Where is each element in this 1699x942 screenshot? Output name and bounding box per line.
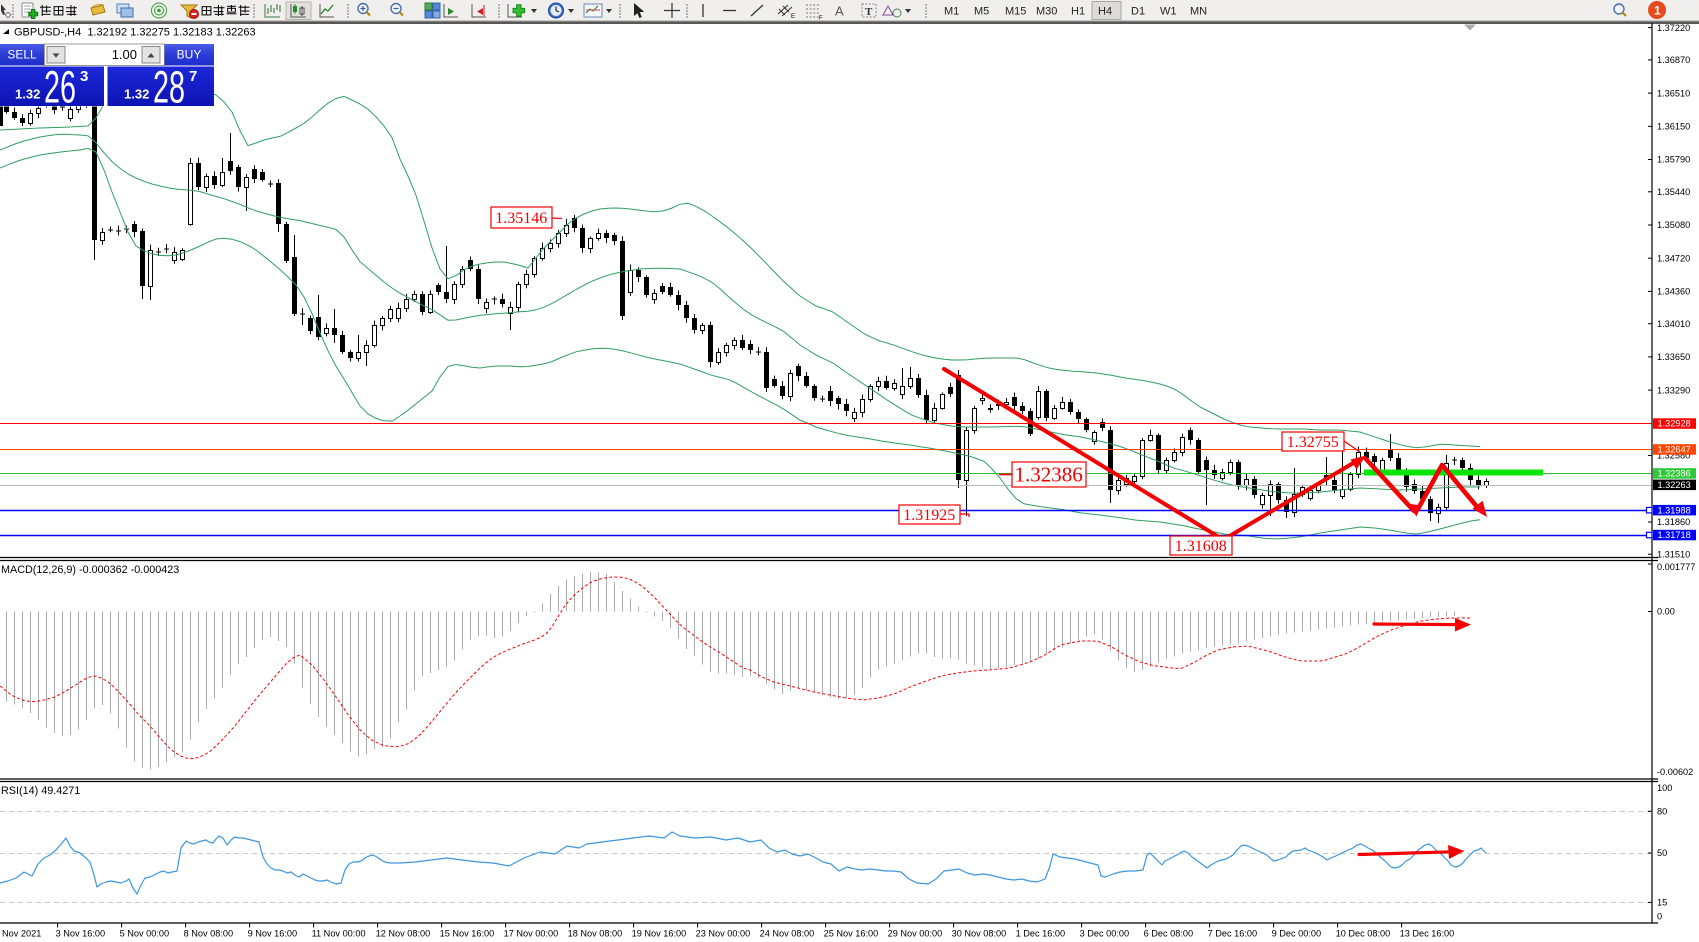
svg-text:F: F (819, 16, 823, 22)
svg-text:17 Nov 00:00: 17 Nov 00:00 (504, 929, 559, 939)
svg-text:7 Dec 16:00: 7 Dec 16:00 (1208, 929, 1258, 939)
svg-text:M1: M1 (944, 6, 959, 18)
svg-text:1.32386: 1.32386 (1015, 462, 1083, 486)
svg-text:3: 3 (80, 68, 88, 85)
svg-text:1.31510: 1.31510 (1657, 549, 1690, 559)
svg-text:0: 0 (1657, 912, 1662, 922)
svg-text:Nov 2021: Nov 2021 (2, 929, 41, 939)
svg-text:9 Dec 00:00: 9 Dec 00:00 (1272, 929, 1322, 939)
svg-text:M5: M5 (974, 6, 989, 18)
svg-text:1.32647: 1.32647 (1658, 445, 1691, 455)
svg-text:12 Nov 08:00: 12 Nov 08:00 (376, 929, 431, 939)
svg-text:1.34010: 1.34010 (1657, 319, 1690, 329)
svg-text:SELL: SELL (7, 48, 37, 62)
svg-text:1.32263: 1.32263 (1658, 480, 1691, 490)
svg-text:19 Nov 16:00: 19 Nov 16:00 (632, 929, 687, 939)
svg-text:1.36510: 1.36510 (1657, 88, 1690, 98)
svg-text:1.32386: 1.32386 (1658, 469, 1691, 479)
svg-text:BUY: BUY (177, 48, 202, 62)
svg-text:1 Dec 16:00: 1 Dec 16:00 (1016, 929, 1066, 939)
svg-text:W1: W1 (1160, 6, 1177, 18)
svg-text:1.35146: 1.35146 (495, 210, 547, 227)
svg-text:1.31718: 1.31718 (1658, 530, 1691, 540)
svg-text:13 Dec 16:00: 13 Dec 16:00 (1400, 929, 1455, 939)
svg-text:1.31860: 1.31860 (1657, 517, 1690, 527)
svg-text:1.32755: 1.32755 (1287, 434, 1339, 451)
svg-text:1.33650: 1.33650 (1657, 352, 1690, 362)
svg-text:MACD(12,26,9) -0.000362 -0.000: MACD(12,26,9) -0.000362 -0.000423 (1, 564, 179, 576)
svg-text:1.32: 1.32 (124, 87, 149, 102)
svg-text:1.31988: 1.31988 (1658, 505, 1691, 515)
svg-text:15: 15 (1657, 898, 1667, 908)
svg-text:1.32580: 1.32580 (1657, 451, 1690, 461)
svg-text:1.36150: 1.36150 (1657, 122, 1690, 132)
svg-text:1.35440: 1.35440 (1657, 187, 1690, 197)
svg-text:E: E (791, 14, 795, 20)
svg-text:1.33290: 1.33290 (1657, 385, 1690, 395)
svg-text:100: 100 (1657, 783, 1672, 793)
svg-text:0.001777: 0.001777 (1657, 562, 1695, 572)
svg-text:1.32: 1.32 (15, 87, 40, 102)
svg-text:1.36870: 1.36870 (1657, 55, 1690, 65)
svg-text:-0.00602: -0.00602 (1657, 767, 1693, 777)
svg-text:3 Dec 00:00: 3 Dec 00:00 (1080, 929, 1130, 939)
svg-text:11 Nov 00:00: 11 Nov 00:00 (312, 929, 366, 939)
svg-text:D1: D1 (1131, 6, 1145, 18)
svg-text:M30: M30 (1036, 6, 1057, 18)
svg-text:1.34360: 1.34360 (1657, 287, 1690, 297)
svg-text:8 Nov 08:00: 8 Nov 08:00 (184, 929, 234, 939)
svg-text:1.34720: 1.34720 (1657, 253, 1690, 263)
svg-text:7: 7 (189, 68, 197, 85)
svg-text:15 Nov 16:00: 15 Nov 16:00 (440, 929, 495, 939)
svg-text:24 Nov 08:00: 24 Nov 08:00 (760, 929, 815, 939)
svg-text:RSI(14) 49.4271: RSI(14) 49.4271 (1, 785, 80, 797)
svg-text:1.37220: 1.37220 (1657, 23, 1690, 33)
svg-text:28: 28 (153, 62, 185, 113)
svg-text:1: 1 (1654, 4, 1661, 18)
svg-text:M15: M15 (1005, 6, 1026, 18)
svg-text:5 Nov 00:00: 5 Nov 00:00 (120, 929, 170, 939)
svg-text:MN: MN (1190, 6, 1207, 18)
svg-text:50: 50 (1657, 848, 1667, 858)
svg-text:10 Dec 08:00: 10 Dec 08:00 (1336, 929, 1391, 939)
svg-text:80: 80 (1657, 807, 1667, 817)
svg-text:0.00: 0.00 (1657, 607, 1675, 617)
svg-text:9 Nov 16:00: 9 Nov 16:00 (248, 929, 298, 939)
svg-text:25 Nov 16:00: 25 Nov 16:00 (824, 929, 879, 939)
svg-text:3 Nov 16:00: 3 Nov 16:00 (56, 929, 106, 939)
svg-text:GBPUSD-,H4 1.32192 1.32275 1.: GBPUSD-,H4 1.32192 1.32275 1.32183 1.322… (14, 27, 256, 39)
svg-text:1.00: 1.00 (112, 47, 137, 62)
svg-text:30 Nov 08:00: 30 Nov 08:00 (952, 929, 1007, 939)
svg-text:18 Nov 08:00: 18 Nov 08:00 (568, 929, 623, 939)
svg-text:23 Nov 00:00: 23 Nov 00:00 (696, 929, 751, 939)
svg-text:A: A (835, 4, 844, 19)
svg-text:1.31925: 1.31925 (903, 507, 955, 524)
svg-text:1.35790: 1.35790 (1657, 155, 1690, 165)
svg-text:H1: H1 (1071, 6, 1085, 18)
svg-text:T: T (865, 6, 873, 18)
svg-text:1.31608: 1.31608 (1175, 538, 1227, 555)
svg-text:H4: H4 (1098, 6, 1112, 18)
svg-text:26: 26 (44, 62, 76, 113)
svg-text:1.35080: 1.35080 (1657, 220, 1690, 230)
svg-text:6 Dec 08:00: 6 Dec 08:00 (1144, 929, 1194, 939)
svg-text:1.32928: 1.32928 (1658, 419, 1691, 429)
svg-text:29 Nov 00:00: 29 Nov 00:00 (888, 929, 943, 939)
